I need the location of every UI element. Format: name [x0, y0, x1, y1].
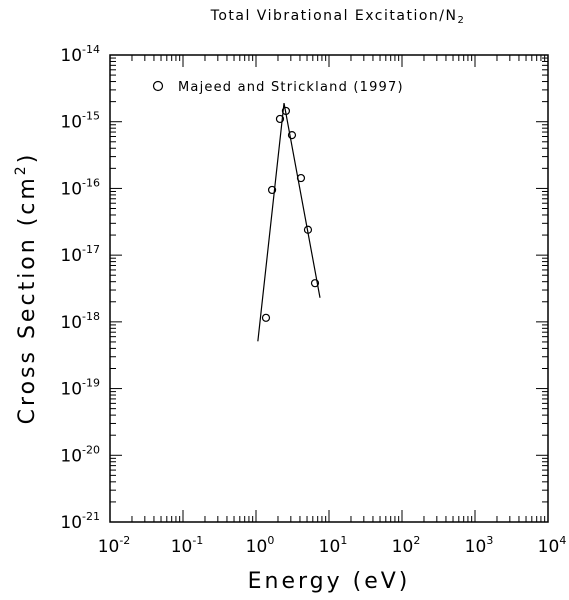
x-tick-label: 104	[538, 534, 567, 557]
legend-marker	[152, 80, 164, 92]
x-tick-label: 10-1	[171, 534, 204, 557]
plot-frame	[109, 54, 549, 523]
y-tick-label: 10-20	[60, 443, 100, 466]
data-point	[287, 131, 297, 140]
data-point	[261, 313, 271, 322]
chart-title: Total Vibrational Excitation/N2	[210, 8, 466, 26]
x-tick-label: 101	[319, 534, 348, 557]
y-tick-label: 10-15	[60, 110, 100, 133]
x-axis-label: Energy (eV)	[248, 569, 411, 594]
x-tick-label: 100	[246, 534, 275, 557]
legend-label: Majeed and Strickland (1997)	[178, 80, 404, 95]
y-tick-label: 10-19	[60, 377, 100, 400]
y-tick-label: 10-16	[60, 176, 100, 199]
data-point	[267, 185, 277, 195]
data-point	[275, 114, 285, 124]
y-tick-label: 10-14	[60, 43, 100, 66]
y-tick-label: 10-18	[60, 310, 100, 333]
y-tick-label: 10-21	[60, 510, 100, 533]
x-tick-label: 10-2	[98, 534, 131, 557]
data-point	[310, 279, 320, 288]
y-tick-label: 10-17	[60, 243, 100, 266]
x-tick-label: 102	[392, 534, 421, 557]
fit-line	[257, 103, 321, 342]
x-tick-label: 103	[465, 534, 494, 557]
y-axis-label: Cross Section (cm2)	[13, 152, 40, 425]
